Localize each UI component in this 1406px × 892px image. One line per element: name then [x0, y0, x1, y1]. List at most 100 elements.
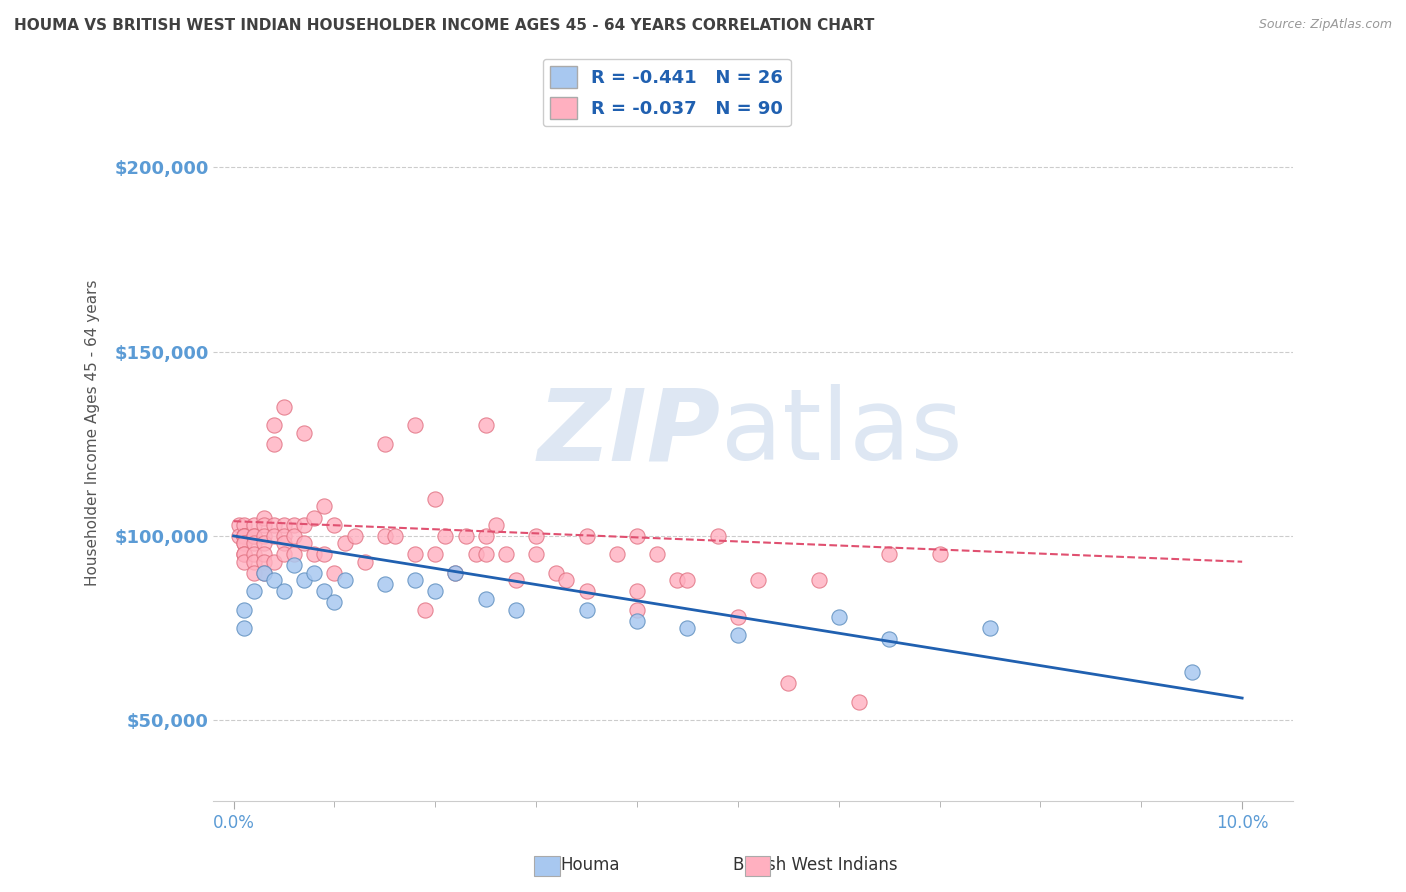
Point — [848, 695, 870, 709]
Point — [626, 584, 648, 599]
Point — [314, 500, 336, 514]
Point — [232, 529, 254, 543]
Point — [444, 566, 467, 580]
Point — [474, 591, 496, 606]
Point — [727, 610, 749, 624]
Point — [575, 584, 598, 599]
Point — [228, 529, 250, 543]
Point — [485, 517, 508, 532]
Point — [384, 529, 406, 543]
Point — [454, 529, 477, 543]
Text: HOUMA VS BRITISH WEST INDIAN HOUSEHOLDER INCOME AGES 45 - 64 YEARS CORRELATION C: HOUMA VS BRITISH WEST INDIAN HOUSEHOLDER… — [14, 18, 875, 33]
Point — [747, 573, 769, 587]
Point — [242, 536, 264, 550]
Point — [253, 566, 276, 580]
Point — [575, 602, 598, 616]
Point — [253, 555, 276, 569]
Point — [304, 566, 326, 580]
Point — [505, 602, 527, 616]
Point — [263, 517, 285, 532]
Point — [404, 418, 426, 433]
Point — [263, 529, 285, 543]
Point — [273, 517, 295, 532]
Point — [242, 547, 264, 561]
Point — [979, 621, 1001, 635]
Point — [645, 547, 668, 561]
Text: Houma: Houma — [561, 856, 620, 874]
Point — [253, 529, 276, 543]
Point — [877, 547, 900, 561]
Point — [323, 566, 346, 580]
Point — [425, 492, 447, 507]
Point — [263, 437, 285, 451]
Point — [283, 558, 305, 573]
Point — [333, 573, 356, 587]
Point — [495, 547, 517, 561]
Point — [877, 632, 900, 646]
Point — [273, 536, 295, 550]
Point — [314, 584, 336, 599]
Point — [464, 547, 486, 561]
Point — [253, 510, 276, 524]
Point — [606, 547, 628, 561]
Point — [474, 547, 496, 561]
Point — [778, 676, 800, 690]
Point — [505, 573, 527, 587]
Point — [333, 536, 356, 550]
Point — [444, 566, 467, 580]
Point — [273, 584, 295, 599]
Point — [232, 602, 254, 616]
Point — [546, 566, 568, 580]
Point — [253, 547, 276, 561]
Text: Source: ZipAtlas.com: Source: ZipAtlas.com — [1258, 18, 1392, 31]
Point — [253, 517, 276, 532]
Point — [626, 614, 648, 628]
Point — [343, 529, 366, 543]
Point — [555, 573, 578, 587]
Point — [283, 547, 305, 561]
Point — [474, 529, 496, 543]
Point — [575, 529, 598, 543]
Point — [232, 621, 254, 635]
Point — [676, 621, 699, 635]
Point — [242, 517, 264, 532]
Point — [253, 536, 276, 550]
Point — [434, 529, 457, 543]
Point — [253, 566, 276, 580]
Point — [242, 529, 264, 543]
Point — [727, 628, 749, 642]
Point — [232, 536, 254, 550]
Point — [292, 536, 315, 550]
Point — [232, 547, 254, 561]
Point — [425, 584, 447, 599]
Point — [273, 400, 295, 414]
Point — [425, 547, 447, 561]
Point — [292, 517, 315, 532]
Point — [353, 555, 375, 569]
Point — [232, 555, 254, 569]
Point — [292, 573, 315, 587]
Point — [242, 584, 264, 599]
Point — [676, 573, 699, 587]
Point — [232, 529, 254, 543]
Point — [374, 529, 396, 543]
Point — [242, 555, 264, 569]
Point — [232, 536, 254, 550]
Point — [304, 547, 326, 561]
Point — [273, 547, 295, 561]
Point — [524, 547, 547, 561]
Point — [928, 547, 950, 561]
Point — [323, 517, 346, 532]
Point — [807, 573, 830, 587]
Point — [323, 595, 346, 609]
Point — [242, 566, 264, 580]
Point — [1181, 665, 1204, 680]
Point — [232, 529, 254, 543]
Point — [374, 437, 396, 451]
Point — [706, 529, 728, 543]
Point — [626, 529, 648, 543]
Point — [374, 577, 396, 591]
Point — [232, 529, 254, 543]
Text: British West Indians: British West Indians — [733, 856, 898, 874]
Point — [283, 529, 305, 543]
